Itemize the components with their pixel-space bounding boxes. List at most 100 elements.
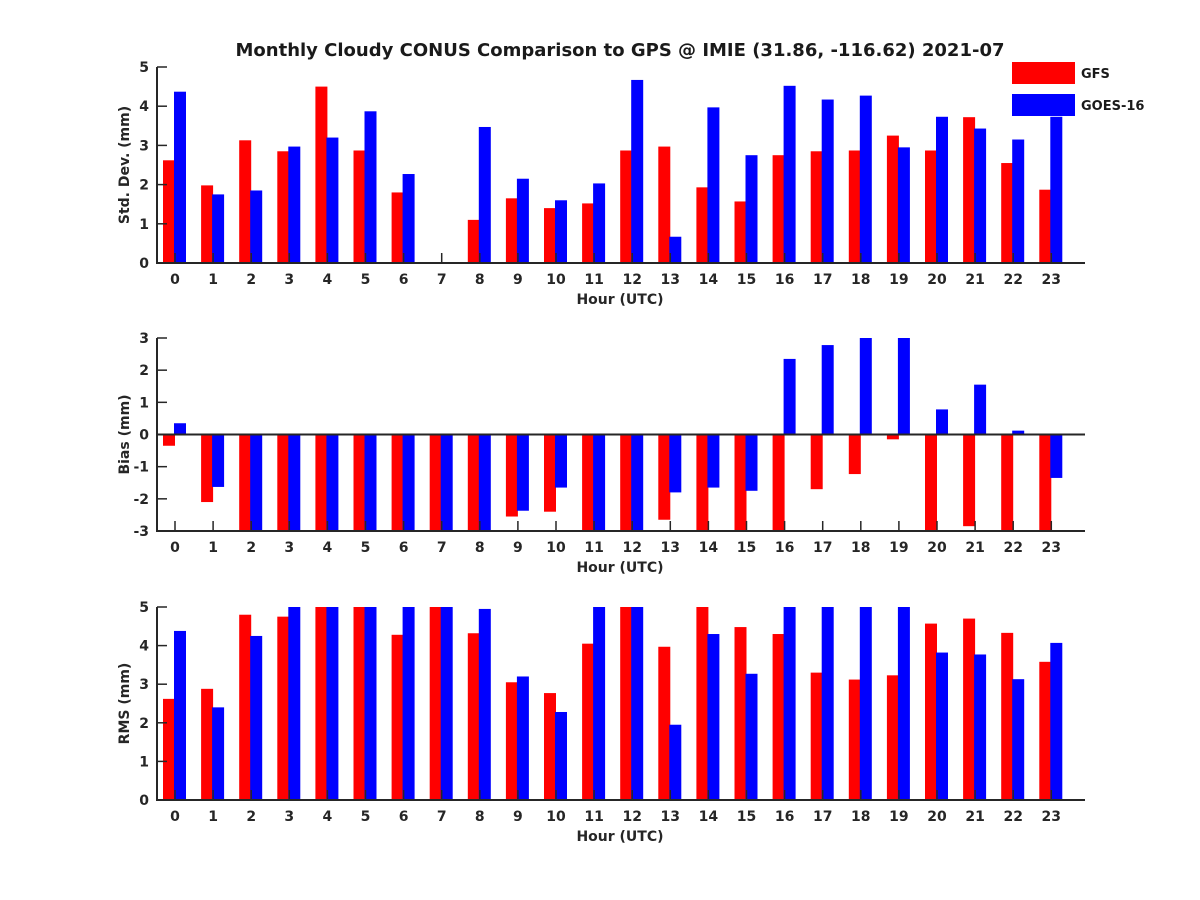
bar-std-gfs-12 (620, 150, 633, 263)
x-tick-label-std: 10 (546, 272, 566, 288)
x-tick-label-bias: 13 (661, 540, 680, 556)
x-tick-label-rms: 6 (399, 809, 409, 825)
y-tick-label-rms: 0 (139, 793, 149, 809)
bar-rms-gfs-17 (810, 672, 823, 800)
bar-bias-gfs-13 (658, 434, 671, 520)
y-tick-label-rms: 1 (139, 754, 149, 770)
bar-std-goes-16-5 (364, 111, 377, 263)
bar-bias-gfs-1 (201, 434, 214, 503)
bar-rms-gfs-10 (544, 693, 556, 800)
x-tick-label-bias: 18 (851, 540, 870, 556)
y-tick-label-bias: 3 (139, 331, 149, 347)
bar-rms-gfs-6 (391, 634, 404, 800)
bar-rms-gfs-1 (201, 688, 214, 800)
x-tick-label-rms: 18 (851, 809, 870, 825)
bar-std-gfs-5 (353, 150, 366, 263)
x-tick-label-bias: 17 (813, 540, 832, 556)
bar-std-gfs-10 (544, 208, 556, 263)
bar-rms-goes-16-7 (440, 607, 453, 800)
bar-bias-goes-16-8 (478, 434, 491, 531)
bar-rms-goes-16-23 (1050, 642, 1063, 800)
x-tick-label-std: 6 (399, 272, 409, 288)
x-tick-label-std: 0 (170, 272, 180, 288)
bar-std-gfs-22 (1001, 163, 1014, 263)
bar-rms-gfs-4 (315, 607, 328, 800)
bar-bias-gfs-3 (277, 434, 290, 531)
x-tick-label-rms: 13 (661, 809, 680, 825)
x-tick-label-bias: 19 (889, 540, 908, 556)
bar-std-goes-16-8 (478, 126, 491, 263)
bar-rms-goes-16-20 (936, 652, 948, 800)
bar-rms-goes-16-10 (555, 711, 567, 800)
bar-std-gfs-19 (886, 135, 899, 263)
x-tick-label-rms: 16 (775, 809, 794, 825)
x-tick-label-std: 15 (737, 272, 756, 288)
x-tick-label-bias: 5 (361, 540, 371, 556)
bar-rms-goes-16-17 (821, 607, 834, 800)
x-tick-label-std: 3 (284, 272, 294, 288)
x-tick-label-bias: 2 (246, 540, 256, 556)
bar-bias-gfs-16 (772, 434, 785, 531)
bar-bias-gfs-7 (429, 434, 442, 531)
bar-rms-goes-16-16 (783, 607, 796, 800)
bar-rms-goes-16-3 (288, 607, 301, 800)
x-tick-label-rms: 5 (361, 809, 371, 825)
x-tick-label-rms: 9 (513, 809, 523, 825)
x-tick-label-rms: 17 (813, 809, 832, 825)
y-tick-label-bias: -2 (133, 492, 149, 508)
bar-rms-goes-16-21 (974, 654, 987, 800)
bar-std-goes-16-23 (1050, 116, 1063, 263)
bar-bias-gfs-6 (391, 434, 404, 531)
bar-rms-goes-16-11 (593, 607, 606, 800)
bars-bias (163, 338, 1063, 531)
bar-std-gfs-13 (658, 146, 671, 263)
bar-bias-goes-16-20 (936, 409, 948, 435)
bar-rms-goes-16-12 (631, 607, 644, 800)
bar-bias-goes-16-11 (593, 434, 606, 531)
x-tick-label-std: 13 (661, 272, 680, 288)
x-tick-label-std: 14 (699, 272, 719, 288)
bar-std-gfs-6 (391, 192, 404, 263)
y-axis-label-rms: RMS (mm) (117, 663, 133, 745)
y-axis-label-bias: Bias (mm) (117, 394, 133, 474)
bar-std-goes-16-13 (669, 236, 682, 263)
bar-bias-goes-16-23 (1050, 434, 1063, 478)
x-tick-label-bias: 23 (1042, 540, 1061, 556)
bar-rms-goes-16-18 (859, 607, 872, 800)
bar-std-gfs-4 (315, 86, 328, 263)
bar-std-goes-16-18 (859, 95, 872, 263)
x-tick-label-rms: 19 (889, 809, 908, 825)
y-tick-label-std: 0 (139, 256, 149, 272)
bar-bias-goes-16-19 (897, 338, 910, 435)
bar-bias-goes-16-17 (821, 345, 834, 435)
bar-std-goes-16-21 (974, 128, 987, 263)
bar-std-gfs-16 (772, 155, 785, 263)
y-tick-label-std: 2 (139, 178, 149, 194)
y-tick-label-bias: -1 (133, 460, 149, 476)
bar-rms-gfs-5 (353, 607, 366, 800)
bar-bias-goes-16-2 (250, 434, 263, 531)
legend-label-gfs: GFS (1081, 67, 1110, 82)
x-tick-label-rms: 10 (546, 809, 566, 825)
x-tick-label-std: 21 (965, 272, 984, 288)
bar-std-goes-16-17 (821, 99, 834, 263)
bar-std-gfs-17 (810, 151, 823, 263)
x-tick-label-std: 1 (208, 272, 218, 288)
y-tick-label-bias: 2 (139, 363, 149, 379)
x-axis-label-bias: Hour (UTC) (576, 560, 663, 576)
x-tick-label-bias: 10 (546, 540, 566, 556)
x-tick-label-bias: 3 (284, 540, 294, 556)
x-tick-label-rms: 12 (622, 809, 641, 825)
y-tick-label-rms: 2 (139, 716, 149, 732)
bar-std-gfs-18 (848, 150, 861, 263)
bar-bias-gfs-20 (925, 434, 937, 531)
bar-rms-gfs-13 (658, 646, 671, 800)
x-tick-label-rms: 4 (323, 809, 333, 825)
x-tick-label-rms: 3 (284, 809, 294, 825)
bar-bias-gfs-23 (1039, 434, 1052, 531)
bar-rms-gfs-2 (239, 614, 252, 800)
bar-std-gfs-3 (277, 151, 290, 263)
x-tick-label-bias: 8 (475, 540, 485, 556)
